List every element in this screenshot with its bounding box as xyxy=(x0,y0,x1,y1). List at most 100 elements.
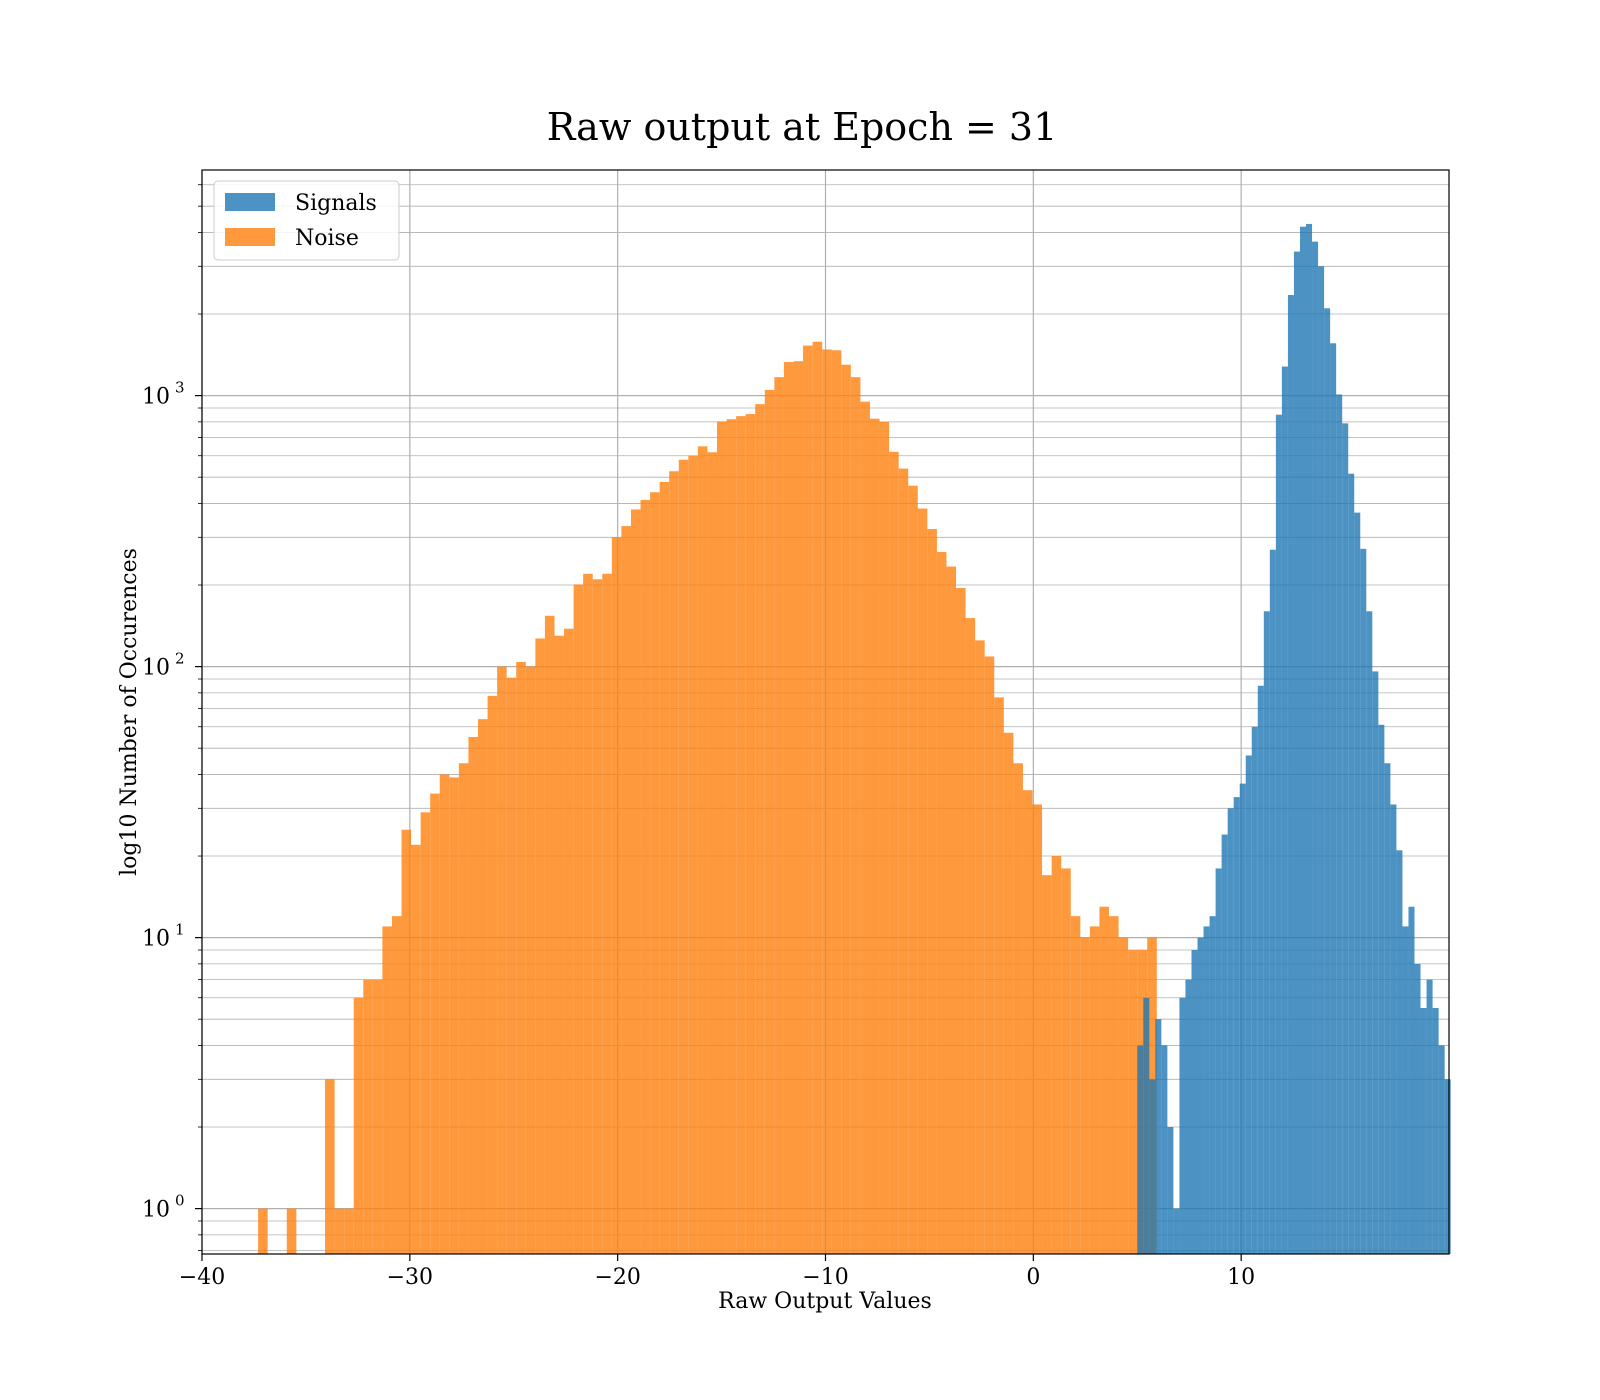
y-tick-exponent: 1 xyxy=(175,921,185,939)
noise-bar xyxy=(468,736,479,1254)
y-tick-label: 10 xyxy=(142,1198,170,1223)
noise-bar xyxy=(372,979,383,1254)
signals-bar xyxy=(1245,755,1252,1254)
noise-bar xyxy=(860,401,870,1254)
signals-bar xyxy=(1420,1007,1427,1254)
noise-bar xyxy=(573,584,584,1254)
noise-bar xyxy=(592,579,603,1254)
noise-bar xyxy=(516,661,526,1254)
signals-bar xyxy=(1209,916,1216,1254)
noise-bar xyxy=(1128,950,1138,1254)
signals-bar xyxy=(1287,295,1294,1254)
signals-bar xyxy=(1143,997,1150,1254)
noise-bar xyxy=(889,451,899,1254)
signals-bar xyxy=(1360,548,1367,1254)
signals-bar xyxy=(1432,1007,1439,1254)
noise-bar xyxy=(1108,916,1119,1254)
noise-bar xyxy=(1099,906,1109,1254)
x-tick-label: −30 xyxy=(387,1265,433,1290)
signals-bar xyxy=(1306,223,1313,1255)
noise-bar xyxy=(669,471,679,1254)
noise-bar xyxy=(822,349,832,1254)
x-tick-label: −20 xyxy=(594,1265,640,1290)
legend-label-noise: Noise xyxy=(295,226,359,251)
x-tick-label: −40 xyxy=(179,1265,225,1290)
legend-swatch-signals xyxy=(225,193,275,211)
noise-bar xyxy=(927,528,937,1254)
signals-bar xyxy=(1191,950,1198,1254)
noise-bar xyxy=(965,618,976,1254)
noise-bar xyxy=(391,916,402,1254)
signals-bar xyxy=(1390,804,1397,1254)
legend-label-signals: Signals xyxy=(295,191,377,216)
noise-bar xyxy=(946,566,957,1254)
signals-bar xyxy=(1336,394,1343,1254)
noise-bar xyxy=(353,997,364,1254)
noise-bar xyxy=(908,485,918,1254)
noise-bar xyxy=(630,509,641,1255)
noise-bar xyxy=(755,404,765,1255)
noise-bar xyxy=(535,638,545,1254)
noise-bar xyxy=(984,656,995,1254)
noise-bar xyxy=(1118,937,1129,1254)
noise-bar xyxy=(898,468,909,1254)
noise-bar xyxy=(688,455,698,1254)
noise-bar xyxy=(506,677,517,1254)
noise-bar xyxy=(975,640,985,1254)
noise-bar xyxy=(583,573,593,1254)
signals-bar xyxy=(1281,366,1288,1254)
noise-bar xyxy=(621,526,631,1254)
y-axis-ticks: 10 0 10 1 10 2 10 3 xyxy=(142,184,202,1251)
signals-bar xyxy=(1438,1045,1445,1254)
signals-bar xyxy=(1257,685,1264,1254)
signals-bar xyxy=(1239,783,1246,1254)
signals-bar xyxy=(1402,926,1409,1254)
signals-bar xyxy=(1269,549,1276,1254)
noise-bar xyxy=(344,1208,354,1254)
noise-bar xyxy=(707,452,718,1254)
noise-bar xyxy=(544,615,555,1254)
noise-bar xyxy=(917,508,928,1254)
signals-bar xyxy=(1414,963,1421,1254)
signals-bar xyxy=(1396,850,1403,1254)
y-tick-exponent: 0 xyxy=(175,1192,185,1210)
noise-bar xyxy=(994,697,1004,1254)
noise-bar xyxy=(439,774,450,1254)
noise-bar xyxy=(478,719,488,1254)
signals-bar xyxy=(1293,251,1300,1255)
signals-bar xyxy=(1275,414,1282,1254)
noise-bar xyxy=(1013,763,1023,1254)
signals-bar xyxy=(1215,868,1222,1254)
signals-bar xyxy=(1366,611,1373,1254)
signals-bar xyxy=(1185,979,1192,1254)
noise-bar xyxy=(258,1208,268,1254)
x-axis-ticks: −40 −30 −20 −10 0 10 xyxy=(179,1254,1255,1290)
signals-bar xyxy=(1378,724,1385,1254)
x-tick-label: 0 xyxy=(1026,1265,1040,1290)
noise-bar xyxy=(774,377,784,1254)
noise-bar xyxy=(1080,937,1090,1254)
noise-bar xyxy=(956,588,966,1254)
noise-bar xyxy=(363,979,373,1254)
x-tick-label: −10 xyxy=(802,1265,848,1290)
signals-bar xyxy=(1299,226,1307,1254)
noise-bar xyxy=(764,389,775,1254)
noise-bar xyxy=(1022,790,1033,1254)
signals-bar xyxy=(1444,1079,1451,1254)
signals-bar xyxy=(1203,926,1210,1254)
noise-bar xyxy=(325,1079,335,1254)
noise-bar xyxy=(1070,916,1081,1254)
noise-bar xyxy=(564,628,574,1254)
signals-bar xyxy=(1179,997,1186,1254)
signals-bar xyxy=(1318,266,1325,1254)
noise-bar xyxy=(812,341,823,1255)
signals-bar xyxy=(1330,343,1337,1254)
signals-bar xyxy=(1408,906,1415,1254)
noise-bar xyxy=(841,364,851,1254)
y-tick-exponent: 3 xyxy=(175,379,185,397)
signals-bar xyxy=(1372,671,1379,1254)
noise-bar xyxy=(726,419,737,1254)
signals-bar xyxy=(1384,763,1391,1254)
signals-bar xyxy=(1233,797,1240,1254)
